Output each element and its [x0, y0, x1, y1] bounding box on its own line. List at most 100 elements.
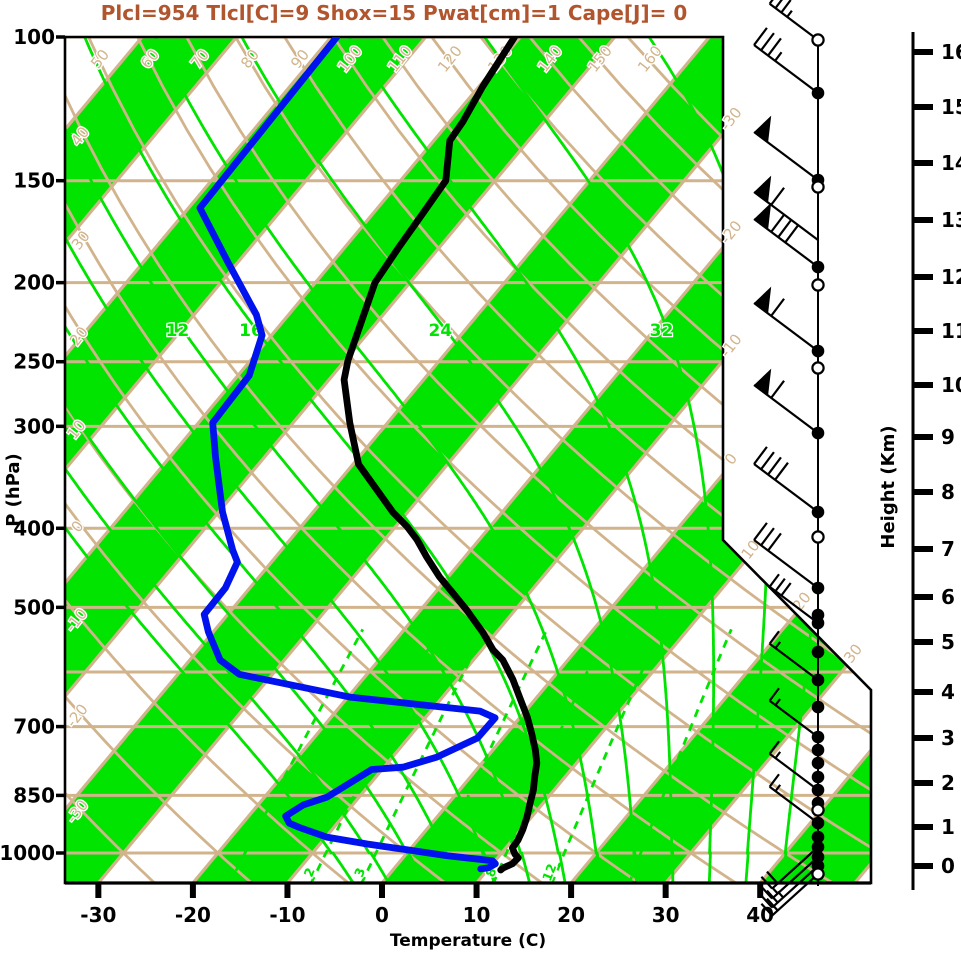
wind-barb-full-tick: [774, 462, 789, 481]
wind-barb-half-tick: [774, 641, 782, 649]
isotherm-line: [286, 37, 871, 883]
wind-barb-shaft: [753, 384, 819, 434]
wind-level-circle: [811, 361, 825, 375]
isotherm-line: [664, 37, 871, 883]
temperature-curve: [340, 37, 541, 874]
pressure-tick-label: 200: [13, 271, 55, 295]
temperature-tick-label: -30: [80, 903, 116, 927]
dry-adiabat-line: [65, 37, 544, 883]
wind-level-dot: [811, 700, 825, 714]
green-band: [65, 37, 426, 883]
wind-level-circle: [811, 33, 825, 47]
wind-barb-shaft: [768, 752, 819, 791]
wind-level-circle: [811, 530, 825, 544]
wind-barb-half-tick: [786, 9, 793, 18]
mixing-ratio-line: [359, 628, 487, 883]
wind-barb-shaft: [771, 856, 819, 900]
wind-level-dot: [811, 581, 825, 595]
pressure-tick-label: 500: [13, 595, 55, 619]
mixing-ratio-line: [491, 628, 608, 883]
wind-barb-shaft: [753, 131, 819, 181]
mixing-ratio-line: [550, 628, 662, 883]
height-tick-label: 5: [941, 630, 955, 654]
wind-barb-full-tick: [760, 894, 773, 909]
isotherm-line: [65, 37, 333, 883]
wind-level-circle: [811, 278, 825, 292]
wind-barb-shaft: [753, 191, 819, 241]
height-tick-label: 1: [941, 815, 955, 839]
wind-barb-half-tick: [777, 890, 785, 899]
wind-barb-full-tick: [753, 27, 768, 46]
wind-barb-full-tick: [760, 32, 775, 51]
wind-barb-shaft: [771, 846, 819, 890]
temperature-tick-label: -10: [269, 903, 305, 927]
wind-barb-full-tick: [774, 577, 786, 592]
wind-barb-full-tick: [774, 0, 783, 9]
moist-adiabat-line: [154, 37, 603, 883]
dry-adiabat-line: [65, 37, 350, 883]
moist-adiabat-line: [65, 37, 532, 883]
wind-barb-full-tick: [770, 214, 785, 233]
pressure-tick-label: 300: [13, 414, 55, 438]
wind-barb-full-tick: [784, 224, 799, 244]
temperature-tick-label: 40: [746, 903, 774, 927]
height-tick-label: 3: [941, 726, 955, 750]
wind-barb-half-tick: [774, 751, 782, 759]
moist-adiabat-line: [348, 37, 675, 883]
wind-barb-full-tick: [766, 897, 779, 912]
dewpoint-curve: [196, 37, 499, 873]
wind-barb-full-tick: [770, 187, 785, 206]
dry-adiabat-line: [185, 37, 871, 883]
wind-barb-full-tick: [770, 298, 785, 317]
pressure-tick-label: 100: [13, 25, 55, 49]
wind-barb-pennant: [754, 115, 772, 143]
wind-level-dot: [811, 673, 825, 687]
wind-level-circle: [811, 180, 825, 194]
wind-barb-full-tick: [768, 773, 780, 788]
wind-level-dot: [811, 770, 825, 784]
pressure-tick-label: 400: [13, 516, 55, 540]
wind-level-circle: [811, 867, 825, 881]
wind-barb-shaft: [768, 785, 819, 824]
pressure-tick-label: 700: [13, 715, 55, 739]
moist-adiabat-line: [240, 37, 639, 883]
wind-barb-pennant: [754, 175, 772, 203]
temperature-tick-label: 10: [463, 903, 491, 927]
wind-barb-full-tick: [760, 875, 773, 890]
wind-barb-pennant: [754, 368, 772, 396]
wind-level-dot: [811, 816, 825, 830]
moist-adiabat-line: [83, 37, 567, 883]
wind-barb-full-tick: [768, 630, 780, 645]
height-tick-label: 13: [941, 208, 961, 232]
pressure-tick-label: 850: [13, 783, 55, 807]
moist-adiabat-line: [65, 37, 356, 883]
height-tick-label: 7: [941, 537, 955, 561]
wind-barb-half-tick: [774, 698, 782, 706]
wind-barb-full-tick: [767, 532, 782, 552]
dry-adiabat-line: [381, 37, 871, 883]
wind-barb-full-tick: [753, 446, 768, 465]
dry-adiabat-line: [65, 37, 641, 883]
moist-adiabat-line: [65, 37, 426, 883]
wind-level-dot: [811, 756, 825, 770]
wind-barb-shaft: [768, 585, 819, 624]
wind-barb-half-tick: [774, 784, 782, 792]
dry-adiabat-line: [65, 37, 447, 883]
wind-barb-full-tick: [753, 522, 768, 541]
dry-adiabat-line: [65, 37, 253, 883]
temperature-tick-label: 0: [375, 903, 389, 927]
wind-barb-full-tick: [760, 902, 773, 917]
wind-level-dot: [811, 850, 825, 864]
wind-level-dot: [811, 344, 825, 358]
wind-level-dot: [811, 86, 825, 100]
wind-barb-full-tick: [766, 889, 779, 904]
wind-level-dot: [811, 730, 825, 744]
pressure-tick-label: 150: [13, 169, 55, 193]
wind-level-dot: [811, 426, 825, 440]
wind-barb-full-tick: [760, 885, 773, 900]
isotherm-line: [97, 37, 806, 883]
height-tick-label: 9: [941, 425, 955, 449]
wind-barb-half-tick: [771, 886, 779, 895]
